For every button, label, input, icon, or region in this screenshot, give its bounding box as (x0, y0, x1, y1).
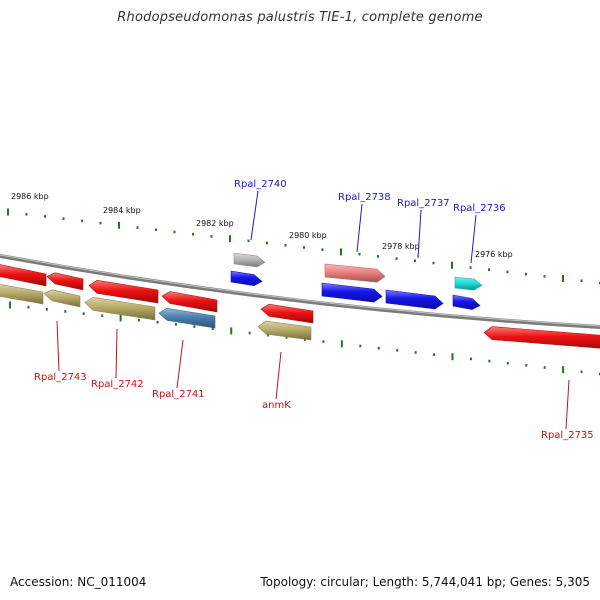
gene-arrow-g5[interactable] (0, 284, 44, 305)
callout-line (356, 203, 363, 253)
gene-shape (260, 303, 314, 324)
gene-shape (0, 284, 44, 305)
callout-line (275, 351, 282, 400)
gene-callouts: Rpal_2743 Rpal_2742 Rpal_2741 Rpal_2740 anmK… (34, 179, 594, 441)
scale-label: 2984 kbp (103, 206, 141, 215)
gene-arrow-rpal_2737[interactable] (385, 289, 444, 310)
gene-arrow-g3[interactable] (88, 279, 159, 304)
scale-label: 2986 kbp (11, 192, 49, 201)
gene-shape (0, 264, 47, 287)
gene-arrow-rpal_2741[interactable] (158, 307, 216, 329)
gene-arrow-g14[interactable] (321, 282, 383, 303)
topology-summary: Topology: circular; Length: 5,744,041 bp… (260, 575, 590, 589)
gene-features (0, 252, 600, 349)
gene-shape (230, 270, 263, 287)
gene-arrow-rpal_2743[interactable] (43, 289, 81, 308)
gene-shape (385, 289, 444, 310)
callout-line (250, 190, 259, 241)
scale-label: 2980 kbp (289, 231, 327, 240)
callout-line (56, 320, 60, 372)
gene-arrow-g2[interactable] (46, 272, 84, 291)
gene-arrow-rpal_2738[interactable] (324, 263, 386, 283)
gene-shape (324, 263, 386, 283)
gene-label-rpal_2738[interactable]: Rpal_2738 (338, 192, 391, 203)
gene-label-rpal_2736[interactable]: Rpal_2736 (453, 203, 506, 214)
gene-arrow-rpal_2740[interactable] (233, 252, 266, 268)
gene-arrow-g10[interactable] (230, 270, 263, 287)
gene-shape (158, 307, 216, 329)
gene-arrow-rpal_2736[interactable] (454, 276, 483, 291)
callout-line (470, 214, 477, 264)
gene-label-rpal_2742[interactable]: Rpal_2742 (91, 379, 144, 390)
scale-label: 2982 kbp (196, 219, 234, 228)
gene-label-rpal_2740[interactable]: Rpal_2740 (234, 179, 287, 190)
callout-line (565, 379, 570, 430)
genome-backbone-highlight (0, 254, 600, 327)
gene-shape (84, 296, 156, 321)
genome-backbone (0, 254, 600, 329)
gene-shape (233, 252, 266, 268)
gene-shape (43, 289, 81, 308)
accession-text: Accession: NC_011004 (10, 575, 147, 589)
gene-arrow-rpal_2742[interactable] (84, 296, 156, 321)
gene-arrow-g4[interactable] (161, 291, 218, 313)
gene-arrow-anmk[interactable] (257, 320, 312, 341)
gene-shape (88, 279, 159, 304)
scale-labels: 2986 kbp 2984 kbp 2982 kbp 2980 kbp 2978 kbp… (11, 192, 513, 259)
scale-label: 2976 kbp (475, 250, 513, 259)
callout-line (176, 339, 184, 389)
gene-shape (452, 294, 481, 310)
gene-label-rpal_2741[interactable]: Rpal_2741 (152, 389, 205, 400)
gene-label-rpal_2735[interactable]: Rpal_2735 (541, 430, 594, 441)
gene-shape (161, 291, 218, 313)
gene-label-anmk[interactable]: anmK (262, 400, 291, 411)
scale-label: 2978 kbp (382, 242, 420, 251)
callout-line (417, 209, 422, 259)
gene-label-rpal_2743[interactable]: Rpal_2743 (34, 372, 87, 383)
gene-arrow-g17[interactable] (452, 294, 481, 310)
gene-shape (483, 326, 600, 349)
gene-shape (46, 272, 84, 291)
gene-arrow-g11[interactable] (260, 303, 314, 324)
gene-arrow-rpal_2735[interactable] (483, 326, 600, 349)
gene-shape (321, 282, 383, 303)
gene-shape (454, 276, 483, 291)
gene-label-rpal_2737[interactable]: Rpal_2737 (397, 198, 450, 209)
gene-shape (257, 320, 312, 341)
callout-line (115, 328, 118, 379)
gene-arrow-g1[interactable] (0, 264, 47, 287)
genome-title: Rhodopseudomonas palustris TIE-1, comple… (117, 10, 483, 25)
